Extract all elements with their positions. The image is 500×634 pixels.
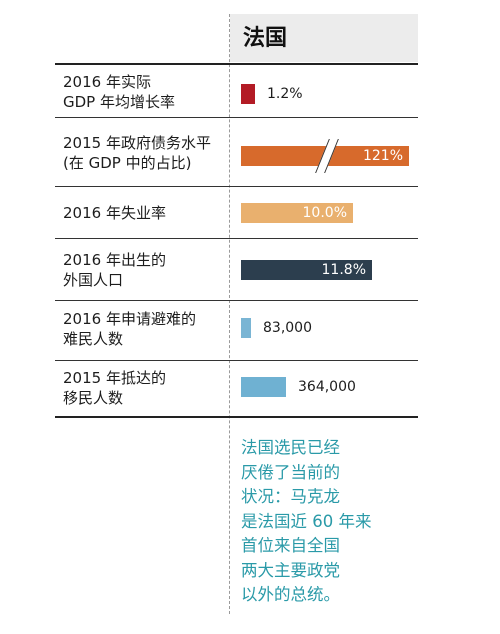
gdp-growth-value-label: 1.2% (267, 86, 303, 102)
commentary-note: 法国选民已经 厌倦了当前的 状况：马克龙 是法国近 60 年来 首位来自全国 两… (241, 436, 421, 608)
row-divider (55, 238, 418, 239)
label-line: 2015 年政府债务水平 (63, 134, 211, 152)
label-line: 2016 年出生的 (63, 251, 166, 269)
top-rule (55, 63, 418, 65)
migrants-value-label: 364,000 (298, 379, 356, 395)
note-line: 法国选民已经 (241, 438, 340, 457)
row-divider (55, 360, 418, 361)
row-divider (55, 300, 418, 301)
government-debt-label: 2015 年政府债务水平 (在 GDP 中的占比) (63, 133, 223, 173)
asylum-seekers-label: 2016 年申请避难的 难民人数 (63, 309, 223, 349)
label-line: 2015 年抵达的 (63, 369, 166, 387)
note-line: 厌倦了当前的 (241, 462, 340, 482)
label-line: 难民人数 (63, 330, 124, 348)
label-line: GDP 年均增长率 (63, 93, 175, 111)
gdp-growth-bar (241, 84, 255, 104)
gdp-growth-label: 2016 年实际 GDP 年均增长率 (63, 72, 223, 112)
note-line: 首位来自全国 (241, 536, 340, 555)
unemployment-value-label: 10.0% (302, 205, 347, 221)
migrants-label: 2015 年抵达的 移民人数 (63, 368, 223, 408)
label-line: 2016 年失业率 (63, 204, 166, 222)
migrants-bar (241, 377, 286, 397)
country-title: 法国 (243, 26, 288, 51)
note-line: 两大主要政党 (241, 560, 340, 580)
unemployment-label: 2016 年失业率 (63, 203, 223, 223)
foreign-born-label: 2016 年出生的 外国人口 (63, 250, 223, 290)
foreign-born-bar (241, 260, 372, 280)
column-separator (229, 14, 230, 614)
government-debt-value-label: 121% (362, 148, 403, 164)
label-line: 2016 年申请避难的 (63, 310, 196, 328)
row-divider (55, 186, 418, 187)
note-line: 是法国近 60 年来 (241, 511, 372, 531)
label-line: 外国人口 (63, 271, 124, 289)
bottom-rule (55, 416, 418, 418)
note-line: 以外的总统。 (241, 585, 340, 604)
note-line: 状况：马克龙 (241, 487, 340, 506)
row-divider (55, 117, 418, 118)
foreign-born-value-label: 11.8% (321, 262, 366, 278)
label-line: (在 GDP 中的占比) (63, 154, 192, 172)
unemployment-bar (241, 203, 353, 223)
label-line: 移民人数 (63, 389, 124, 407)
country-header-band (230, 14, 418, 62)
asylum-seekers-value-label: 83,000 (263, 320, 312, 336)
label-line: 2016 年实际 (63, 73, 151, 91)
asylum-seekers-bar (241, 318, 251, 338)
